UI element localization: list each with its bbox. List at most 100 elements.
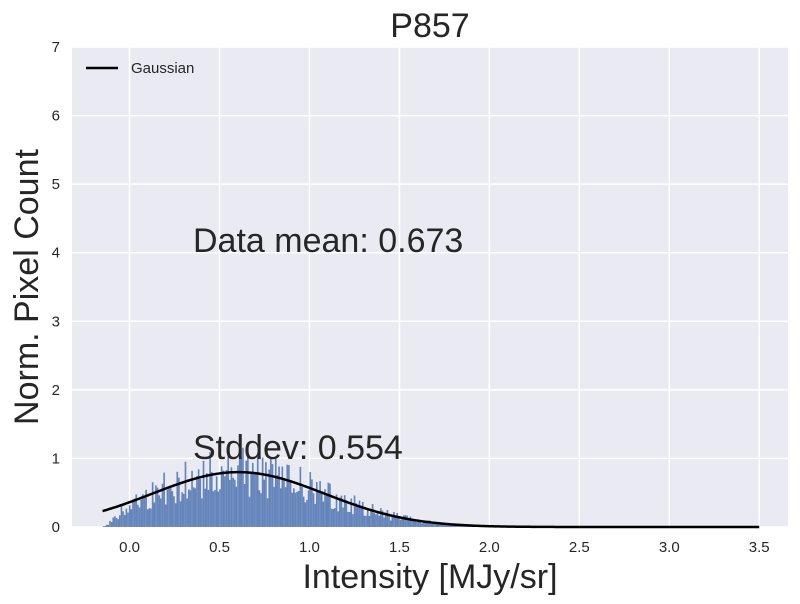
histogram-bar bbox=[110, 521, 113, 527]
histogram-bar bbox=[422, 520, 425, 527]
histogram-bar bbox=[127, 512, 129, 527]
histogram-bar bbox=[133, 498, 136, 527]
histogram-bar bbox=[240, 458, 243, 527]
histogram-bar bbox=[143, 496, 146, 527]
histogram-bar bbox=[401, 517, 403, 527]
histogram-bar bbox=[160, 498, 162, 527]
histogram-bar bbox=[327, 482, 330, 527]
histogram-bar bbox=[146, 509, 149, 527]
x-tick-label: 3.5 bbox=[749, 539, 770, 556]
histogram-bar bbox=[214, 490, 216, 527]
histogram-bar bbox=[138, 507, 141, 527]
histogram-bar bbox=[197, 469, 200, 527]
histogram-bar bbox=[414, 519, 417, 527]
histogram-bar bbox=[232, 477, 234, 527]
histogram-bar bbox=[340, 495, 343, 527]
histogram-bar bbox=[407, 520, 410, 527]
histogram-bar bbox=[389, 520, 392, 527]
histogram-bar bbox=[399, 519, 402, 527]
histogram-bar bbox=[174, 503, 177, 527]
histogram-bar bbox=[123, 515, 126, 527]
histogram-bar bbox=[417, 521, 420, 527]
histogram-bar bbox=[347, 511, 349, 527]
histogram-bar bbox=[278, 466, 280, 527]
histogram-bar bbox=[155, 485, 157, 527]
histogram-bar bbox=[227, 456, 229, 527]
histogram-bar bbox=[302, 496, 305, 527]
histogram-bar bbox=[291, 492, 294, 527]
histogram-bar bbox=[322, 501, 325, 527]
y-tick-label: 3 bbox=[52, 313, 60, 330]
histogram-bar bbox=[307, 490, 310, 527]
histogram-bar bbox=[434, 522, 436, 527]
histogram-bar bbox=[261, 457, 264, 527]
histogram-bar bbox=[424, 520, 426, 527]
y-tick-label: 2 bbox=[52, 382, 60, 399]
plot-background bbox=[72, 47, 788, 527]
histogram-bar bbox=[334, 508, 336, 527]
histogram-bar bbox=[145, 489, 147, 527]
histogram-bar bbox=[427, 520, 430, 527]
y-tick-label: 6 bbox=[52, 108, 60, 125]
histogram-bar bbox=[151, 482, 154, 527]
x-tick-label: 0.5 bbox=[209, 539, 230, 556]
histogram-bar bbox=[312, 493, 315, 527]
histogram-bar bbox=[345, 500, 348, 527]
x-tick-label: 0.0 bbox=[119, 539, 140, 556]
histogram-bar bbox=[112, 517, 115, 527]
histogram-bar bbox=[105, 524, 108, 527]
histogram-bar bbox=[279, 488, 282, 527]
x-axis-label: Intensity [MJy/sr] bbox=[302, 558, 557, 596]
legend-label-gaussian: Gaussian bbox=[131, 60, 194, 77]
histogram-bar bbox=[238, 454, 241, 527]
histogram-bar bbox=[425, 523, 428, 527]
histogram-bar bbox=[337, 511, 339, 527]
histogram-bar bbox=[411, 520, 413, 527]
histogram-bar bbox=[378, 515, 381, 527]
histogram-bar bbox=[150, 508, 152, 527]
histogram-bar bbox=[215, 476, 218, 527]
histogram-bar bbox=[388, 513, 390, 527]
histogram-bar bbox=[102, 526, 105, 527]
histogram-bar bbox=[383, 517, 385, 527]
histogram-bar bbox=[304, 502, 307, 527]
histogram-bar bbox=[199, 479, 202, 527]
gaussian-curve-group bbox=[102, 470, 760, 529]
histogram-bar bbox=[253, 473, 256, 527]
histogram-bar bbox=[358, 500, 361, 527]
histogram-bar bbox=[386, 510, 389, 527]
histogram-bar bbox=[222, 470, 225, 527]
histogram-bar bbox=[343, 495, 346, 527]
histogram-bar bbox=[283, 479, 285, 527]
histogram-bar bbox=[432, 523, 435, 527]
histogram-bar bbox=[273, 486, 275, 527]
histogram-bar bbox=[256, 454, 259, 527]
histogram-bar bbox=[263, 479, 266, 527]
histogram-bar bbox=[245, 460, 248, 527]
histogram-bar bbox=[135, 494, 138, 527]
y-tick-label: 4 bbox=[52, 245, 60, 262]
histogram-bar bbox=[156, 487, 159, 527]
histogram-bar bbox=[225, 470, 228, 527]
histogram-bar bbox=[251, 462, 254, 527]
histogram-bar bbox=[204, 488, 207, 527]
gaussian-curve bbox=[102, 470, 760, 529]
histogram-bar bbox=[294, 492, 297, 527]
histogram-bar bbox=[178, 477, 180, 527]
histogram-bar bbox=[375, 514, 377, 527]
histogram-bar bbox=[437, 523, 440, 527]
histogram-bar bbox=[265, 462, 267, 527]
x-tick-label: 3.0 bbox=[659, 539, 680, 556]
histogram-bar bbox=[247, 453, 249, 527]
y-axis-ticks: 0 1 2 3 4 5 6 7 bbox=[52, 39, 60, 536]
histogram-bar bbox=[324, 489, 326, 527]
histogram-bar bbox=[353, 495, 356, 527]
histogram-bar bbox=[360, 505, 362, 527]
histogram-bar bbox=[416, 521, 418, 527]
x-tick-label: 2.0 bbox=[479, 539, 500, 556]
histogram-bar bbox=[412, 520, 415, 527]
stddev-annotation: Stddev: 0.554 bbox=[193, 429, 403, 467]
histogram-bar bbox=[235, 486, 238, 527]
x-tick-label: 1.0 bbox=[299, 539, 320, 556]
